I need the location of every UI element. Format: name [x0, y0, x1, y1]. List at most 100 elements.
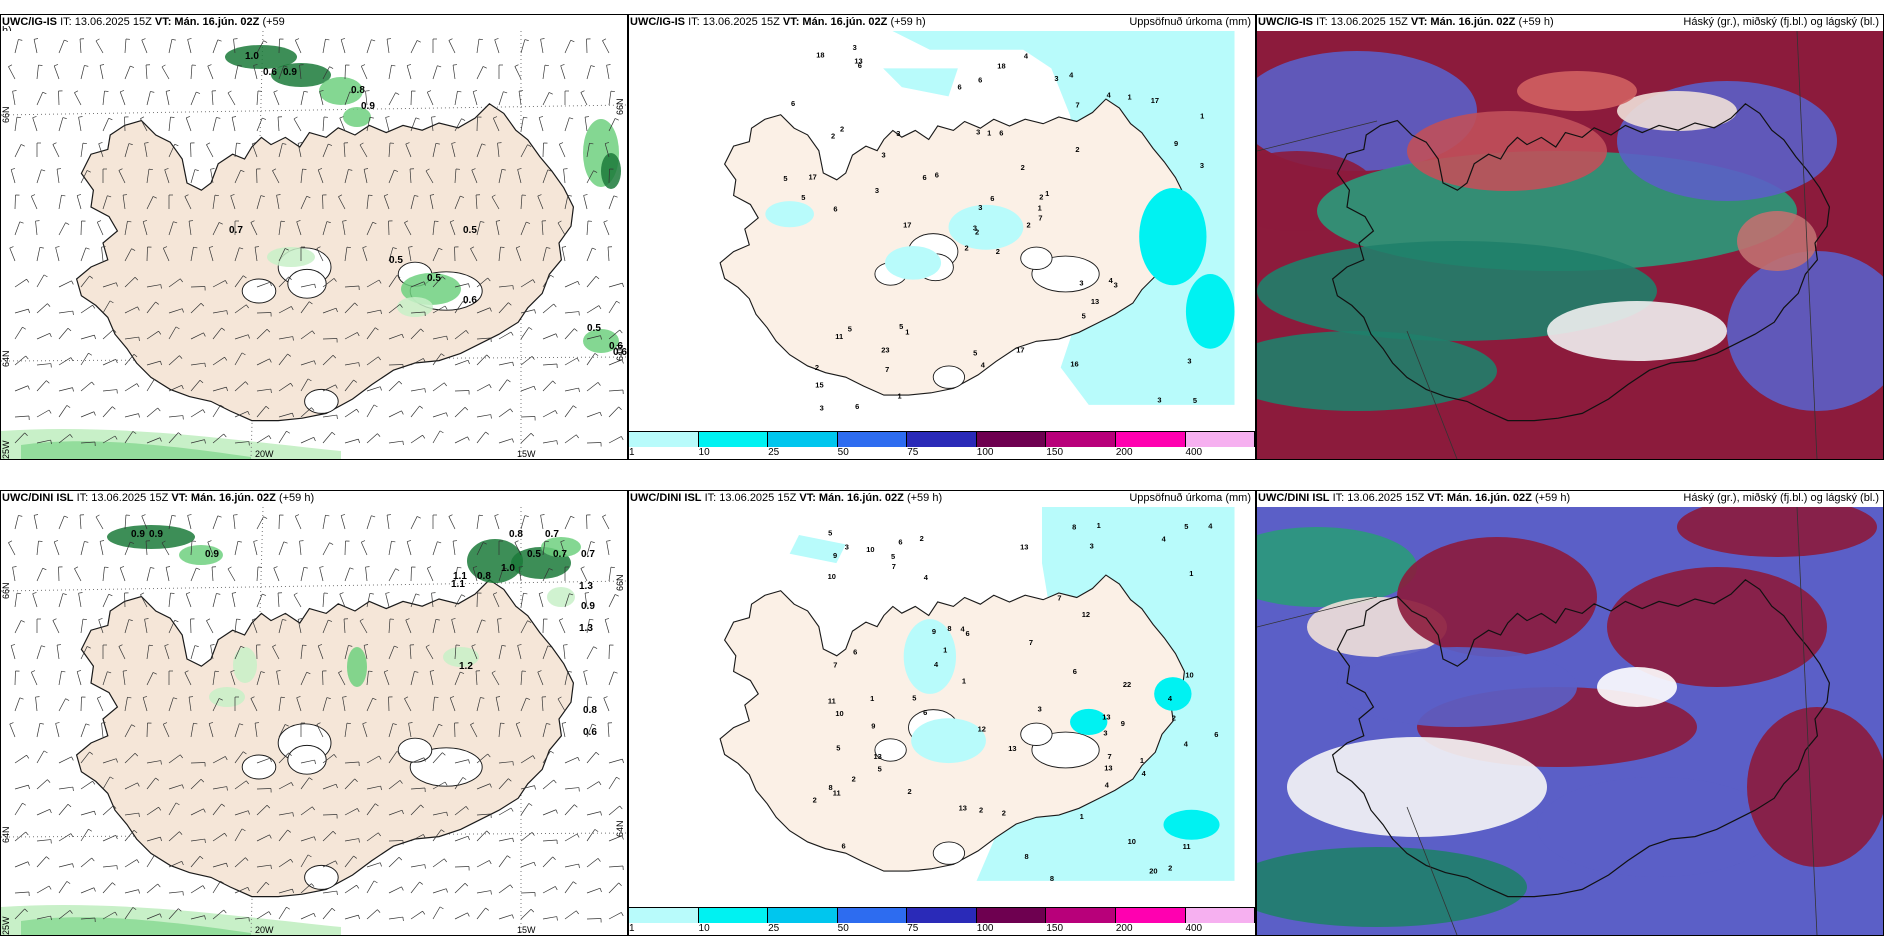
wind-barb-flag: [283, 65, 288, 68]
wind-barb-flag: [335, 860, 338, 865]
axis-tick-label: 25W: [1, 916, 11, 935]
wind-barb: [36, 723, 41, 738]
wind-barb: [146, 360, 161, 366]
wind-barb-flag: [392, 247, 397, 249]
wind-barb-flag: [46, 856, 50, 860]
wind-barb: [580, 92, 588, 106]
wind-barb: [564, 804, 575, 816]
wind-barb: [80, 275, 90, 288]
wind-barb: [492, 118, 500, 132]
wind-barb-flag: [356, 884, 360, 889]
wind-barb-flag: [128, 143, 133, 145]
wind-barb: [472, 567, 478, 582]
precip-value-label: 5: [891, 552, 895, 561]
wind-barb: [124, 541, 131, 556]
init-time: IT: 13.06.2025 15Z: [1332, 492, 1425, 504]
wind-barb-flag: [384, 670, 389, 673]
wind-barb: [146, 913, 161, 920]
colorbar-tick-label: 25: [768, 923, 780, 934]
wind-barb-flag: [534, 785, 536, 790]
wind-barb: [476, 542, 484, 556]
wind-barb: [608, 406, 619, 418]
wind-barb-flag: [220, 880, 224, 884]
wind-barb-flag: [203, 808, 206, 813]
precip-value-label: 8: [1050, 874, 1054, 883]
wind-barb: [300, 912, 314, 920]
wind-barb-flag: [420, 804, 424, 808]
wind-barb: [498, 723, 501, 738]
wind-barb: [293, 594, 302, 608]
wind-barb: [322, 754, 335, 764]
panel-header: UWC/DINI ISL IT: 13.06.2025 15Z VT: Mán.…: [630, 491, 942, 507]
wind-barb-flag: [605, 618, 610, 620]
wind-barb: [520, 803, 530, 816]
wind-barb: [388, 65, 392, 80]
wind-barb-flag: [313, 913, 316, 918]
wind-barb: [53, 65, 60, 80]
wind-barb-flag: [97, 220, 102, 223]
precip-value-label: 17: [808, 172, 816, 181]
wind-barb-flag: [263, 516, 268, 519]
wind-barb-flag: [416, 40, 421, 43]
wind-barb: [608, 91, 612, 106]
wind-barb-flag: [93, 411, 96, 416]
wind-barb: [360, 66, 368, 80]
wind-barb-flag: [348, 645, 353, 647]
wind-barb-flag: [438, 247, 443, 251]
wind-barb: [495, 221, 500, 236]
wind-barb: [608, 359, 623, 366]
wind-barb-flag: [247, 334, 250, 339]
wind-barb-flag: [11, 644, 16, 646]
wind-barb-flag: [226, 310, 228, 315]
precip-value-label: 5: [783, 174, 787, 183]
wind-barb-flag: [31, 670, 36, 673]
wind-barb: [564, 328, 575, 340]
wind-barb: [212, 803, 222, 816]
wind-barb: [454, 645, 457, 660]
wind-barb: [300, 645, 303, 660]
wind-barb-flag: [439, 430, 444, 434]
precip-value-label: 9: [871, 721, 875, 730]
wind-barb: [542, 839, 557, 842]
wind-barb-flag: [567, 670, 572, 673]
wind-barb-flag: [273, 566, 278, 569]
wind-barb-flag: [378, 279, 382, 284]
wind-barb-flag: [339, 592, 344, 595]
precip-value-label: 6: [922, 173, 926, 182]
wind-barb-flag: [364, 168, 369, 170]
precip-value-label: 0.9: [581, 601, 595, 612]
wind-barb: [256, 117, 263, 132]
precip-value-label: 0.8: [477, 571, 491, 582]
wind-barb-flag: [435, 618, 440, 621]
wind-barb: [14, 326, 23, 340]
glacier-shape: [932, 841, 966, 865]
wind-barb-flag: [593, 646, 598, 649]
wind-barb: [118, 170, 126, 184]
wind-barb-flag: [94, 811, 96, 816]
wind-barb-flag: [556, 440, 558, 445]
wind-barb-flag: [441, 353, 445, 357]
wind-barb: [388, 541, 392, 556]
wind-barb-flag: [164, 644, 169, 647]
wind-barb: [234, 381, 246, 392]
wind-barb-flag: [420, 328, 424, 332]
wind-barb: [388, 247, 394, 262]
wind-barb-flag: [398, 857, 403, 861]
wind-barb-flag: [425, 168, 430, 172]
wind-barb-flag: [507, 379, 511, 383]
wind-barb: [476, 39, 480, 54]
wind-barb: [300, 360, 315, 366]
wind-barb-flag: [576, 833, 580, 838]
precip-value-label: 13: [1104, 763, 1112, 772]
wind-barb: [520, 221, 527, 236]
wind-barb: [35, 221, 38, 236]
wind-barb: [388, 169, 395, 184]
wind-barb-flag: [255, 246, 260, 248]
wind-barb: [102, 329, 114, 340]
glacier-shape: [287, 744, 327, 775]
precip-value-label: 4: [1024, 51, 1029, 60]
wind-barb: [95, 40, 104, 54]
wind-barb-flag: [16, 116, 21, 119]
wind-barb-flag: [405, 142, 410, 145]
wind-barb: [212, 880, 221, 894]
